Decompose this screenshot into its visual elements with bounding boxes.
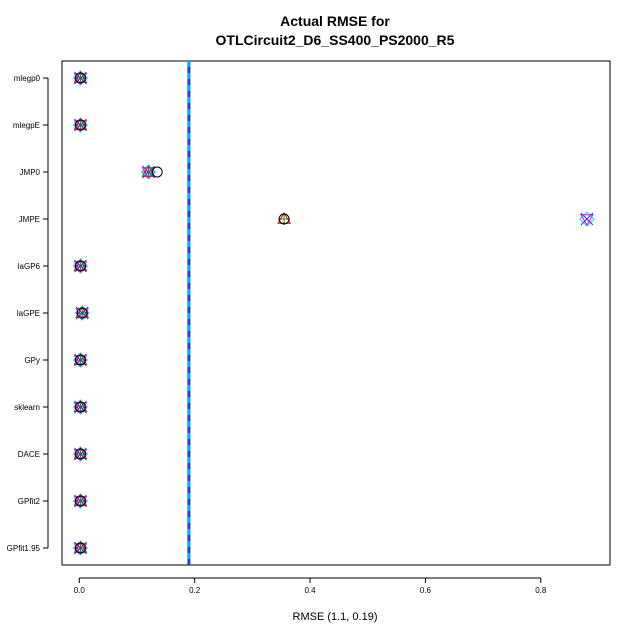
y-tick-label: DACE xyxy=(18,450,40,459)
marker-triangle xyxy=(73,353,88,365)
y-tick-label: JMP0 xyxy=(20,168,41,177)
marker-x xyxy=(74,494,87,508)
marker-circle xyxy=(151,166,163,178)
y-tick-label: laGP6 xyxy=(18,262,41,271)
x-tick-label: 0.6 xyxy=(420,586,432,595)
marker-circle xyxy=(74,401,86,413)
marker-x xyxy=(142,165,155,179)
marker-circle xyxy=(74,354,86,366)
marker-triangle xyxy=(141,165,156,177)
y-tick-label: JMPE xyxy=(19,215,40,224)
marker-x xyxy=(74,400,87,414)
y-tick-label: mlegp0 xyxy=(14,74,41,83)
data-points xyxy=(72,70,595,556)
marker-triangle xyxy=(73,400,88,412)
x-tick-label: 0.4 xyxy=(304,586,316,595)
marker-circle xyxy=(74,260,86,272)
x-tick-label: 0.0 xyxy=(74,586,86,595)
y-tick-label: GPy xyxy=(24,356,40,365)
marker-triangle xyxy=(73,259,88,271)
marker-x xyxy=(74,541,87,555)
marker-circle xyxy=(74,119,86,131)
marker-circle xyxy=(74,542,86,554)
marker-triangle xyxy=(73,541,88,553)
marker-circle xyxy=(74,495,86,507)
chart-title-line-2: OTLCircuit2_D6_SS400_PS2000_R5 xyxy=(216,32,455,48)
marker-circle xyxy=(76,307,88,319)
x-axis: 0.0 0.2 0.4 0.6 0.8 xyxy=(74,577,547,595)
marker-x xyxy=(580,212,594,226)
y-tick-label: GPfit1.95 xyxy=(7,544,41,553)
y-tick-label: GPfit2 xyxy=(18,497,41,506)
y-tick-label: sklearn xyxy=(14,403,40,412)
marker-circle xyxy=(278,213,290,225)
x-tick-label: 0.8 xyxy=(535,586,547,595)
marker-triangle xyxy=(277,212,291,224)
chart-title-line-1: Actual RMSE for xyxy=(280,13,390,29)
marker-x xyxy=(74,118,87,132)
plot-area-frame xyxy=(61,60,611,566)
marker-x xyxy=(74,259,87,273)
marker-triangle xyxy=(73,494,88,506)
marker-triangle xyxy=(75,306,90,318)
marker-x xyxy=(75,306,89,320)
x-axis-label: RMSE (1.1, 0.19) xyxy=(293,611,378,623)
y-axis: mlegp0 mlegpE JMP0 JMPE laGP6 laGPE GPy sklearn… xyxy=(7,74,49,553)
marker-triangle xyxy=(73,71,88,83)
marker-x xyxy=(74,447,87,461)
y-tick-label: laGPE xyxy=(17,309,40,318)
marker-x xyxy=(74,353,87,367)
marker-x xyxy=(74,71,87,85)
marker-circle xyxy=(74,72,86,84)
marker-down-triangle xyxy=(580,214,594,226)
marker-circle xyxy=(74,448,86,460)
x-tick-label: 0.2 xyxy=(189,586,201,595)
marker-triangle xyxy=(73,118,88,130)
y-tick-label: mlegpE xyxy=(13,121,40,130)
marker-triangle xyxy=(73,447,88,459)
